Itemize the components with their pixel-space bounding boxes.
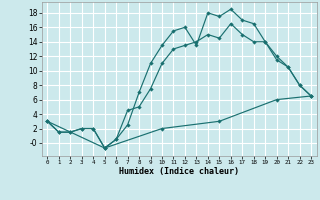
X-axis label: Humidex (Indice chaleur): Humidex (Indice chaleur) xyxy=(119,167,239,176)
